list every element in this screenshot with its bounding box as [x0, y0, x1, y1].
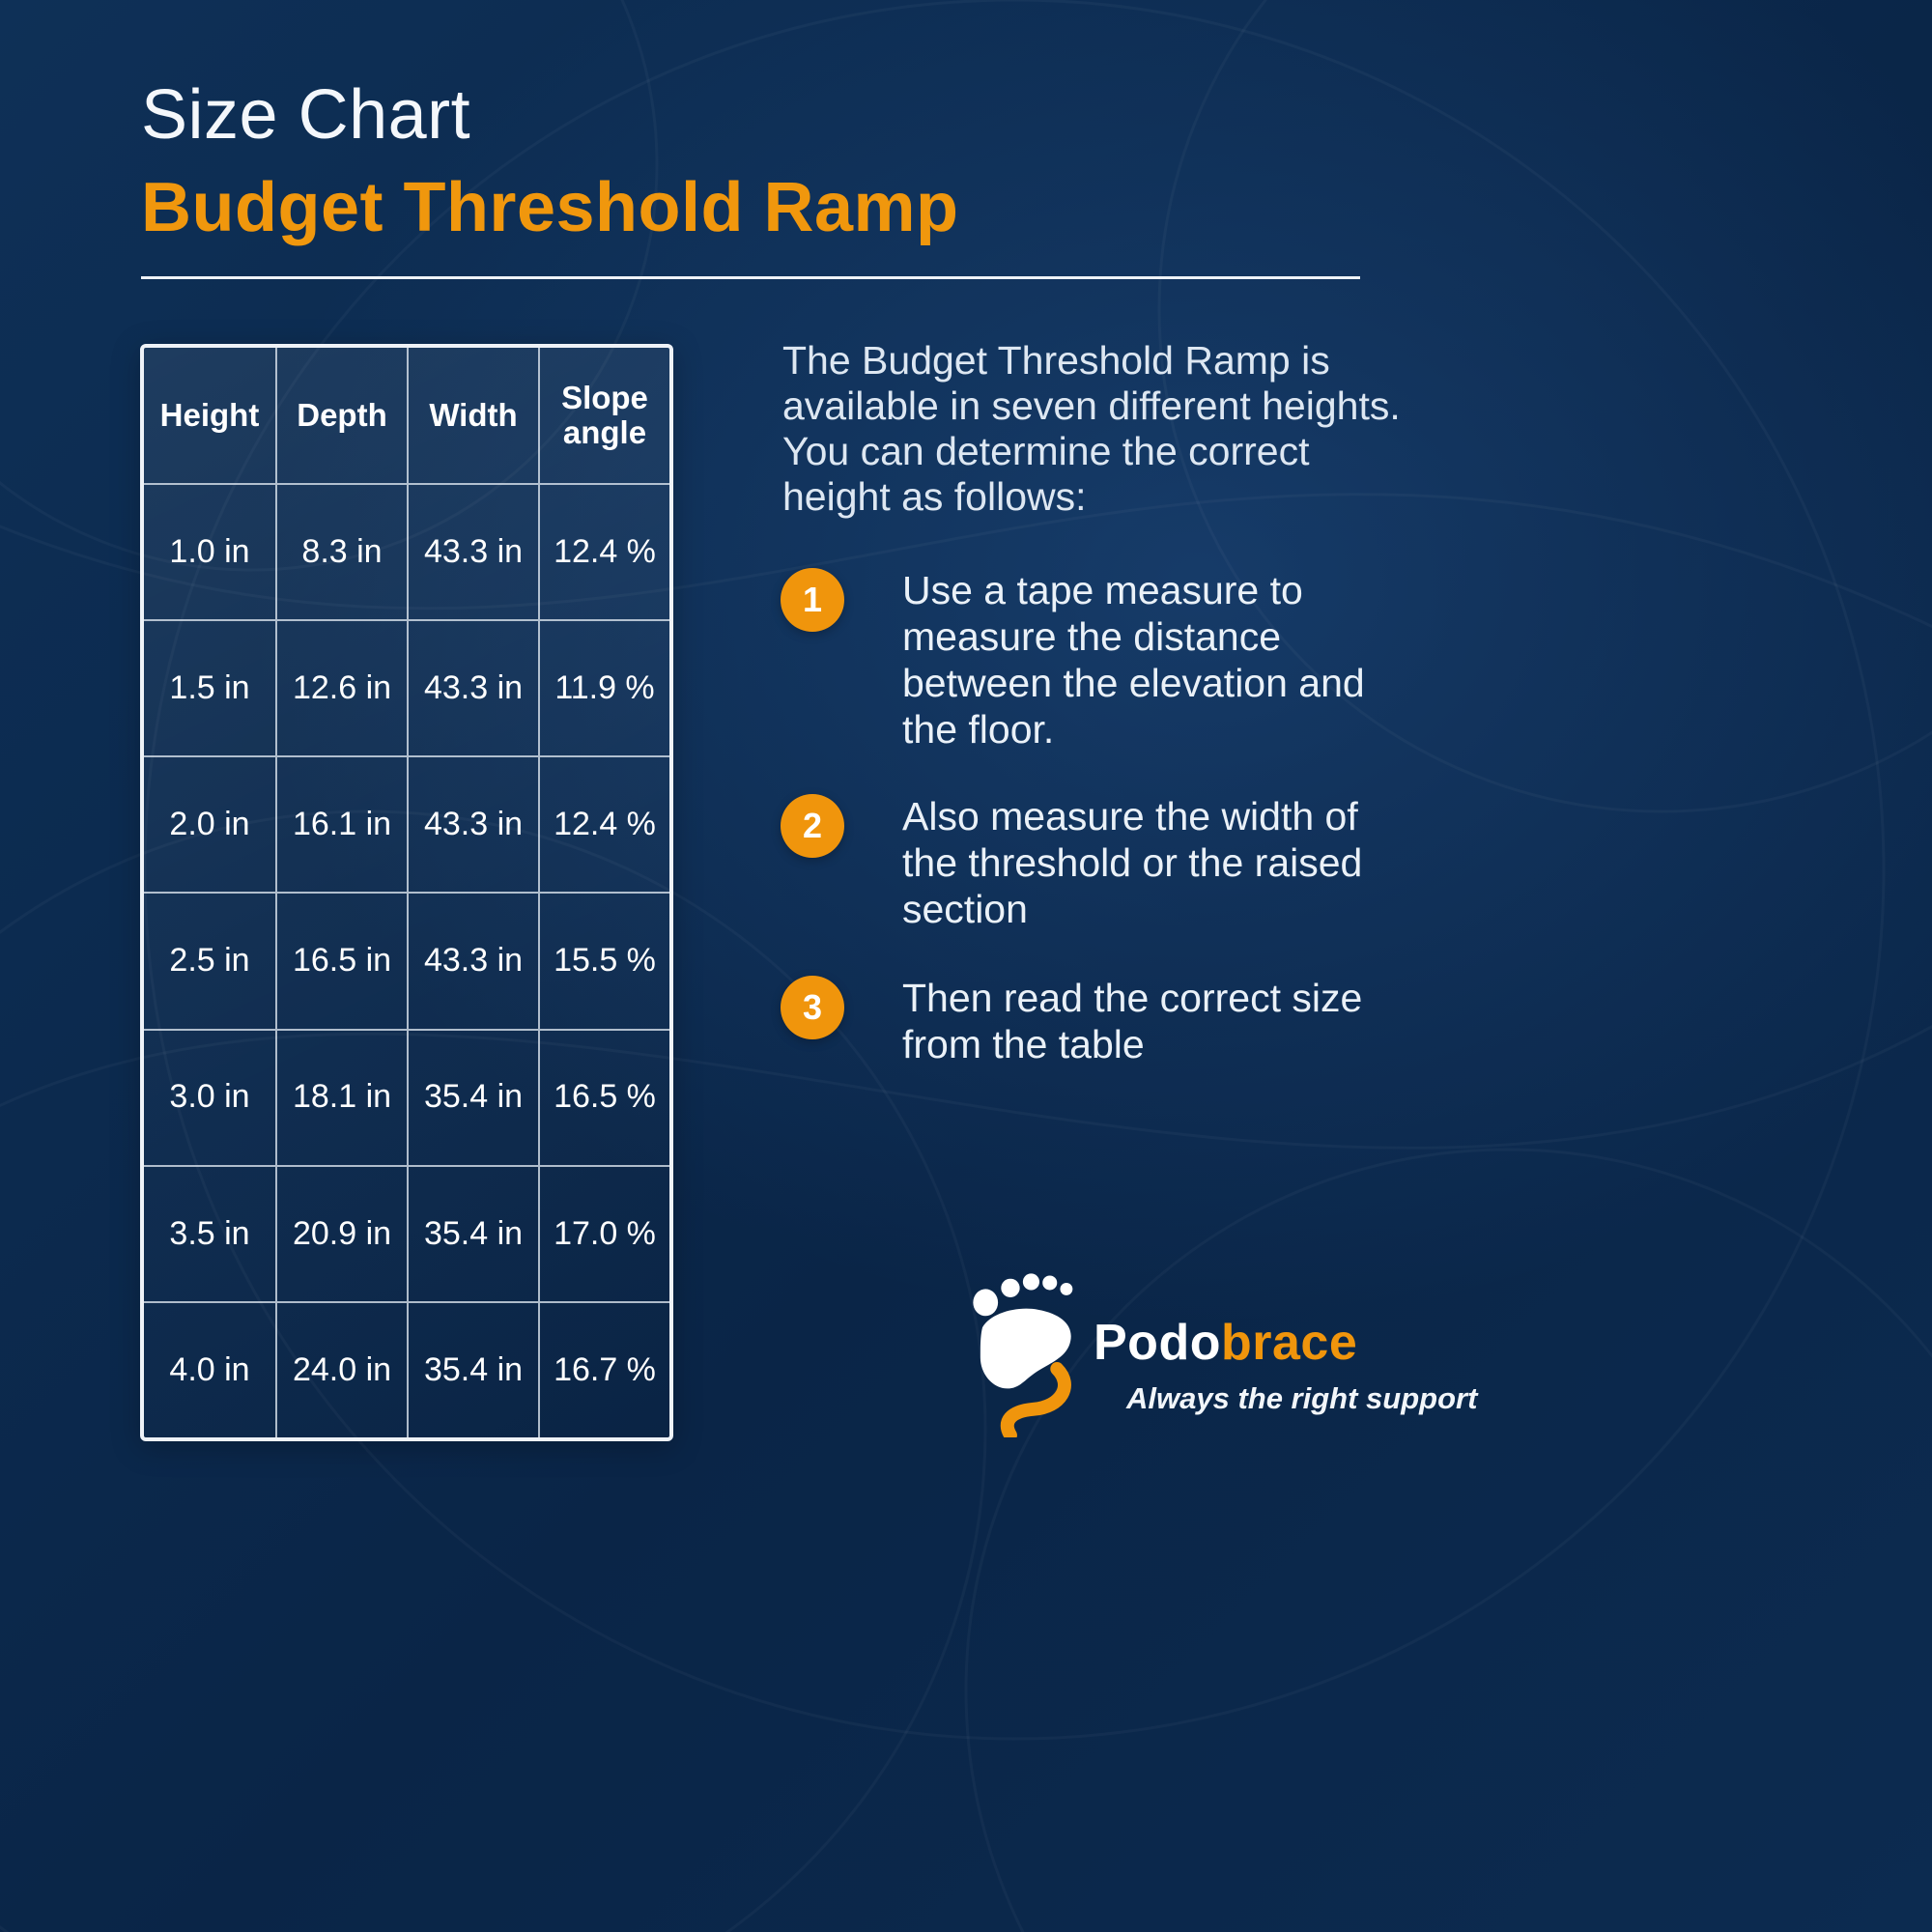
- column-header-height: Height: [159, 396, 260, 433]
- table-row: 3.0 in 18.1 in 35.4 in 16.5 %: [144, 1028, 669, 1165]
- table-cell: 15.5 %: [538, 894, 669, 1029]
- table-cell: 2.0 in: [169, 806, 250, 843]
- footprint-icon: [973, 1273, 1073, 1437]
- table-cell: 12.4 %: [538, 757, 669, 893]
- step-2-badge: 2: [781, 794, 844, 858]
- table-cell: 43.3 in: [407, 485, 538, 620]
- table-cell: 35.4 in: [407, 1302, 538, 1437]
- table-cell: 35.4 in: [407, 1030, 538, 1165]
- page-title: Size Chart Budget Threshold Ramp: [141, 75, 959, 247]
- step-1: 1 Use a tape measure to measure the dist…: [781, 568, 1390, 753]
- title-product: Budget Threshold Ramp: [141, 169, 959, 246]
- table-cell: 43.3 in: [407, 894, 538, 1029]
- table-cell: 16.7 %: [538, 1302, 669, 1437]
- table-cell: 16.1 in: [275, 757, 407, 893]
- step-1-badge: 1: [781, 568, 844, 632]
- brand-name-part2: brace: [1220, 1315, 1358, 1371]
- table-cell: 35.4 in: [407, 1166, 538, 1301]
- table-row: 2.0 in 16.1 in 43.3 in 12.4 %: [144, 755, 669, 893]
- title-primary: Size Chart: [141, 76, 471, 154]
- step-2: 2 Also measure the width of the threshol…: [781, 794, 1390, 933]
- table-row: 1.0 in 8.3 in 43.3 in 12.4 %: [144, 483, 669, 620]
- table-cell: 16.5 in: [275, 894, 407, 1029]
- brand-text: Podobrace Always the right support: [1094, 1314, 1477, 1416]
- brand-name: Podobrace: [1094, 1314, 1477, 1372]
- table-cell: 12.6 in: [275, 621, 407, 756]
- table-row: 1.5 in 12.6 in 43.3 in 11.9 %: [144, 619, 669, 756]
- step-3-text: Then read the correct size from the tabl…: [902, 976, 1363, 1066]
- brand-name-part1: Podo: [1094, 1315, 1221, 1371]
- step-3: 3 Then read the correct size from the ta…: [781, 976, 1390, 1068]
- table-cell: 11.9 %: [538, 621, 669, 756]
- title-divider: [141, 276, 1360, 279]
- table-cell: 4.0 in: [169, 1350, 250, 1388]
- table-cell: 16.5 %: [538, 1030, 669, 1165]
- column-header-slope-angle: Slope angle: [538, 348, 669, 483]
- table-cell: 43.3 in: [407, 757, 538, 893]
- intro-paragraph: The Budget Threshold Ramp is available i…: [782, 338, 1401, 520]
- table-cell: 3.5 in: [169, 1214, 250, 1252]
- step-2-text: Also measure the width of the threshold …: [902, 794, 1363, 931]
- table-cell: 1.0 in: [169, 532, 250, 570]
- table-cell: 3.0 in: [169, 1078, 250, 1116]
- table-row: 4.0 in 24.0 in 35.4 in 16.7 %: [144, 1300, 669, 1437]
- column-header-depth: Depth: [275, 348, 407, 483]
- table-cell: 2.5 in: [169, 942, 250, 980]
- brand-logo: Podobrace Always the right support: [968, 1271, 1477, 1437]
- table-row: 3.5 in 20.9 in 35.4 in 17.0 %: [144, 1164, 669, 1301]
- table-cell: 8.3 in: [275, 485, 407, 620]
- table-header-row: Height Depth Width Slope angle: [144, 348, 669, 483]
- size-table: Height Depth Width Slope angle 1.0 in 8.3…: [140, 344, 673, 1441]
- column-header-width: Width: [407, 348, 538, 483]
- step-3-badge: 3: [781, 976, 844, 1039]
- step-1-text: Use a tape measure to measure the distan…: [902, 568, 1365, 752]
- table-cell: 43.3 in: [407, 621, 538, 756]
- brand-tagline: Always the right support: [1126, 1381, 1478, 1415]
- table-cell: 18.1 in: [275, 1030, 407, 1165]
- table-cell: 1.5 in: [169, 669, 250, 707]
- table-row: 2.5 in 16.5 in 43.3 in 15.5 %: [144, 892, 669, 1029]
- table-cell: 24.0 in: [275, 1302, 407, 1437]
- table-cell: 12.4 %: [538, 485, 669, 620]
- table-cell: 17.0 %: [538, 1166, 669, 1301]
- table-cell: 20.9 in: [275, 1166, 407, 1301]
